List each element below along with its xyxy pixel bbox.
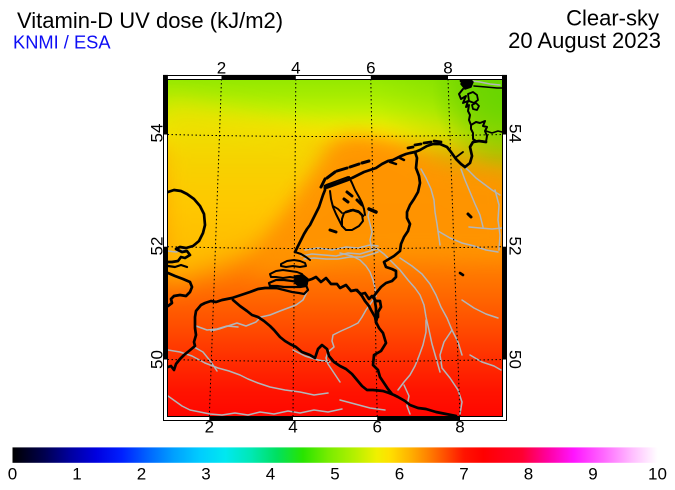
svg-text:6: 6 [372, 418, 381, 437]
svg-text:50: 50 [148, 350, 167, 369]
svg-text:8: 8 [443, 59, 452, 78]
svg-text:2: 2 [137, 465, 146, 484]
svg-text:5: 5 [330, 465, 339, 484]
svg-text:1: 1 [72, 465, 81, 484]
svg-text:6: 6 [366, 59, 375, 78]
svg-text:4: 4 [266, 465, 275, 484]
svg-text:54: 54 [148, 124, 167, 143]
svg-text:9: 9 [588, 465, 597, 484]
svg-text:52: 52 [506, 237, 525, 256]
svg-text:KNMI / ESA: KNMI / ESA [13, 32, 111, 53]
svg-text:2: 2 [217, 59, 226, 78]
svg-text:20 August 2023: 20 August 2023 [508, 28, 661, 53]
svg-text:6: 6 [395, 465, 404, 484]
svg-text:4: 4 [291, 59, 300, 78]
svg-text:3: 3 [201, 465, 210, 484]
svg-text:8: 8 [455, 418, 464, 437]
svg-text:Vitamin-D UV dose (kJ/m2): Vitamin-D UV dose (kJ/m2) [17, 8, 283, 33]
svg-text:7: 7 [459, 465, 468, 484]
svg-text:54: 54 [506, 124, 525, 143]
svg-text:8: 8 [524, 465, 533, 484]
svg-text:0: 0 [8, 465, 17, 484]
svg-text:10: 10 [648, 465, 667, 484]
svg-text:52: 52 [148, 237, 167, 256]
svg-text:2: 2 [205, 418, 214, 437]
svg-text:50: 50 [506, 350, 525, 369]
svg-text:4: 4 [288, 418, 297, 437]
svg-text:Clear-sky: Clear-sky [566, 6, 659, 31]
